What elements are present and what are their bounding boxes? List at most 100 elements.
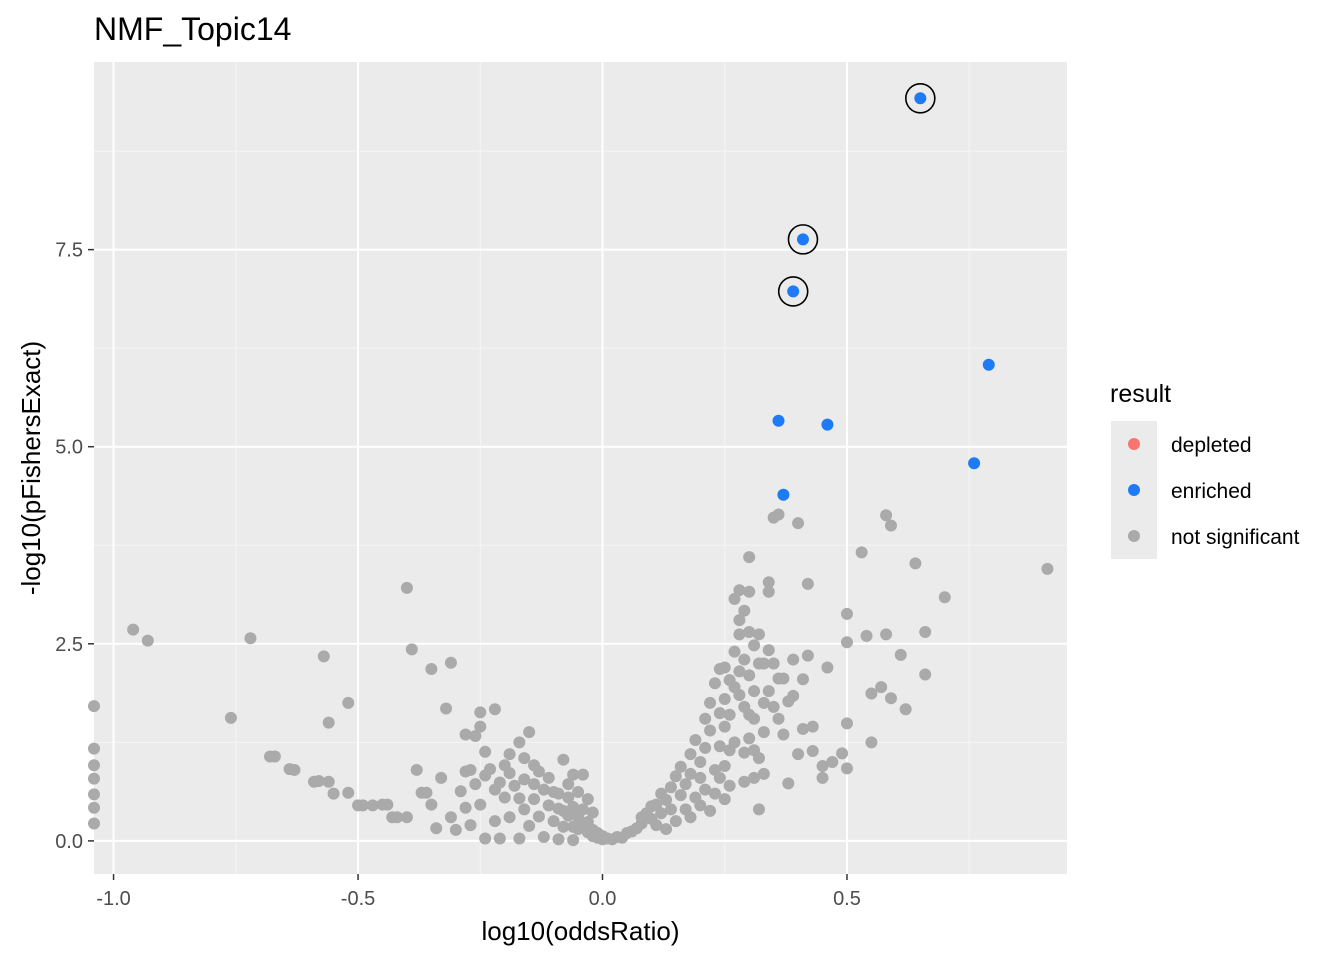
not-significant-point: [865, 736, 878, 749]
not-significant-point: [224, 711, 237, 724]
not-significant-point: [748, 685, 761, 698]
not-significant-point: [752, 752, 765, 765]
not-significant-point: [557, 820, 570, 833]
not-significant-point: [88, 788, 100, 801]
not-significant-point: [562, 778, 575, 791]
not-significant-point: [669, 815, 682, 828]
not-significant-point: [532, 765, 545, 778]
not-significant-point: [474, 720, 487, 733]
not-significant-point: [880, 628, 893, 641]
not-significant-point: [660, 823, 673, 836]
not-significant-point: [713, 707, 726, 720]
not-significant-point: [694, 771, 707, 784]
not-significant-point: [342, 786, 355, 799]
not-significant-point: [694, 799, 707, 812]
not-significant-point: [127, 623, 140, 636]
enriched-point: [777, 488, 790, 501]
not-significant-point: [503, 767, 516, 780]
not-significant-point: [435, 771, 448, 784]
not-significant-point: [141, 634, 154, 647]
not-significant-point: [317, 650, 330, 663]
not-significant-point: [552, 833, 565, 846]
not-significant-point: [493, 832, 506, 845]
not-significant-point: [762, 685, 775, 698]
not-significant-point: [718, 720, 731, 733]
not-significant-point: [752, 803, 765, 816]
not-significant-point: [684, 748, 697, 761]
not-significant-point: [674, 760, 687, 773]
not-significant-point: [909, 557, 922, 570]
y-tick-label: 7.5: [55, 240, 83, 262]
not-significant-point: [899, 703, 912, 716]
not-significant-point: [576, 768, 589, 781]
not-significant-point: [312, 774, 325, 787]
not-significant-point: [660, 793, 673, 806]
not-significant-point: [757, 657, 770, 670]
not-significant-point: [757, 696, 770, 709]
not-significant-point: [796, 722, 809, 735]
not-significant-point: [498, 791, 511, 804]
not-significant-point: [327, 787, 340, 800]
not-significant-point: [244, 632, 257, 645]
not-significant-point: [488, 703, 501, 716]
not-significant-point: [528, 793, 541, 806]
enriched-point: [914, 92, 927, 105]
not-significant-point: [469, 778, 482, 791]
not-significant-point: [444, 656, 457, 669]
not-significant-point: [816, 771, 829, 784]
not-significant-point: [547, 815, 560, 828]
y-tick-label: 5.0: [55, 437, 83, 459]
not-significant-point: [552, 787, 565, 800]
x-tick-label: -1.0: [96, 888, 130, 910]
not-significant-point: [513, 736, 526, 749]
not-significant-point: [488, 815, 501, 828]
not-significant-point: [562, 791, 575, 804]
not-significant-point: [733, 665, 746, 678]
not-significant-point: [684, 811, 697, 824]
not-significant-point: [894, 648, 907, 661]
not-significant-points: [88, 508, 1054, 847]
not-significant-point: [816, 759, 829, 772]
not-significant-point: [440, 702, 453, 715]
not-significant-point: [444, 811, 457, 824]
not-significant-point: [806, 745, 819, 758]
not-significant-point: [679, 778, 692, 791]
not-significant-point: [664, 781, 677, 794]
not-significant-point: [860, 629, 873, 642]
legend-label-not-significant: not significant: [1171, 526, 1300, 549]
not-significant-point: [733, 689, 746, 702]
not-significant-point: [723, 779, 736, 792]
not-significant-point: [391, 811, 404, 824]
not-significant-point: [459, 728, 472, 741]
not-significant-point: [762, 576, 775, 589]
legend: result depleted enriched not significant: [1110, 380, 1300, 559]
not-significant-point: [484, 763, 497, 776]
not-significant-point: [508, 779, 521, 792]
highlight-circle: [777, 276, 809, 307]
not-significant-point: [405, 643, 418, 656]
major-gridlines: [94, 62, 1067, 874]
not-significant-point: [738, 775, 751, 788]
not-significant-point: [762, 644, 775, 657]
not-significant-point: [840, 762, 853, 775]
not-significant-point: [821, 661, 834, 674]
not-significant-point: [772, 508, 785, 521]
not-significant-point: [752, 628, 765, 641]
plot-panel: [94, 62, 1067, 874]
enriched-points: [772, 92, 995, 501]
not-significant-point: [884, 519, 897, 532]
not-significant-point: [743, 669, 756, 682]
x-axis-ticks: -1.0 -0.5 0.0 0.5: [96, 874, 861, 910]
minor-gridlines: [94, 62, 1067, 874]
not-significant-point: [792, 517, 805, 530]
highlight-circle: [905, 82, 936, 114]
y-tick-label: 0.0: [55, 831, 83, 853]
not-significant-point: [699, 783, 712, 796]
not-significant-point: [288, 763, 301, 776]
y-axis-title: -log10(pFishersExact): [16, 341, 46, 595]
not-significant-point: [757, 726, 770, 739]
not-significant-point: [733, 614, 746, 627]
not-significant-point: [826, 756, 839, 769]
not-significant-point: [684, 767, 697, 780]
not-significant-point: [801, 649, 814, 662]
